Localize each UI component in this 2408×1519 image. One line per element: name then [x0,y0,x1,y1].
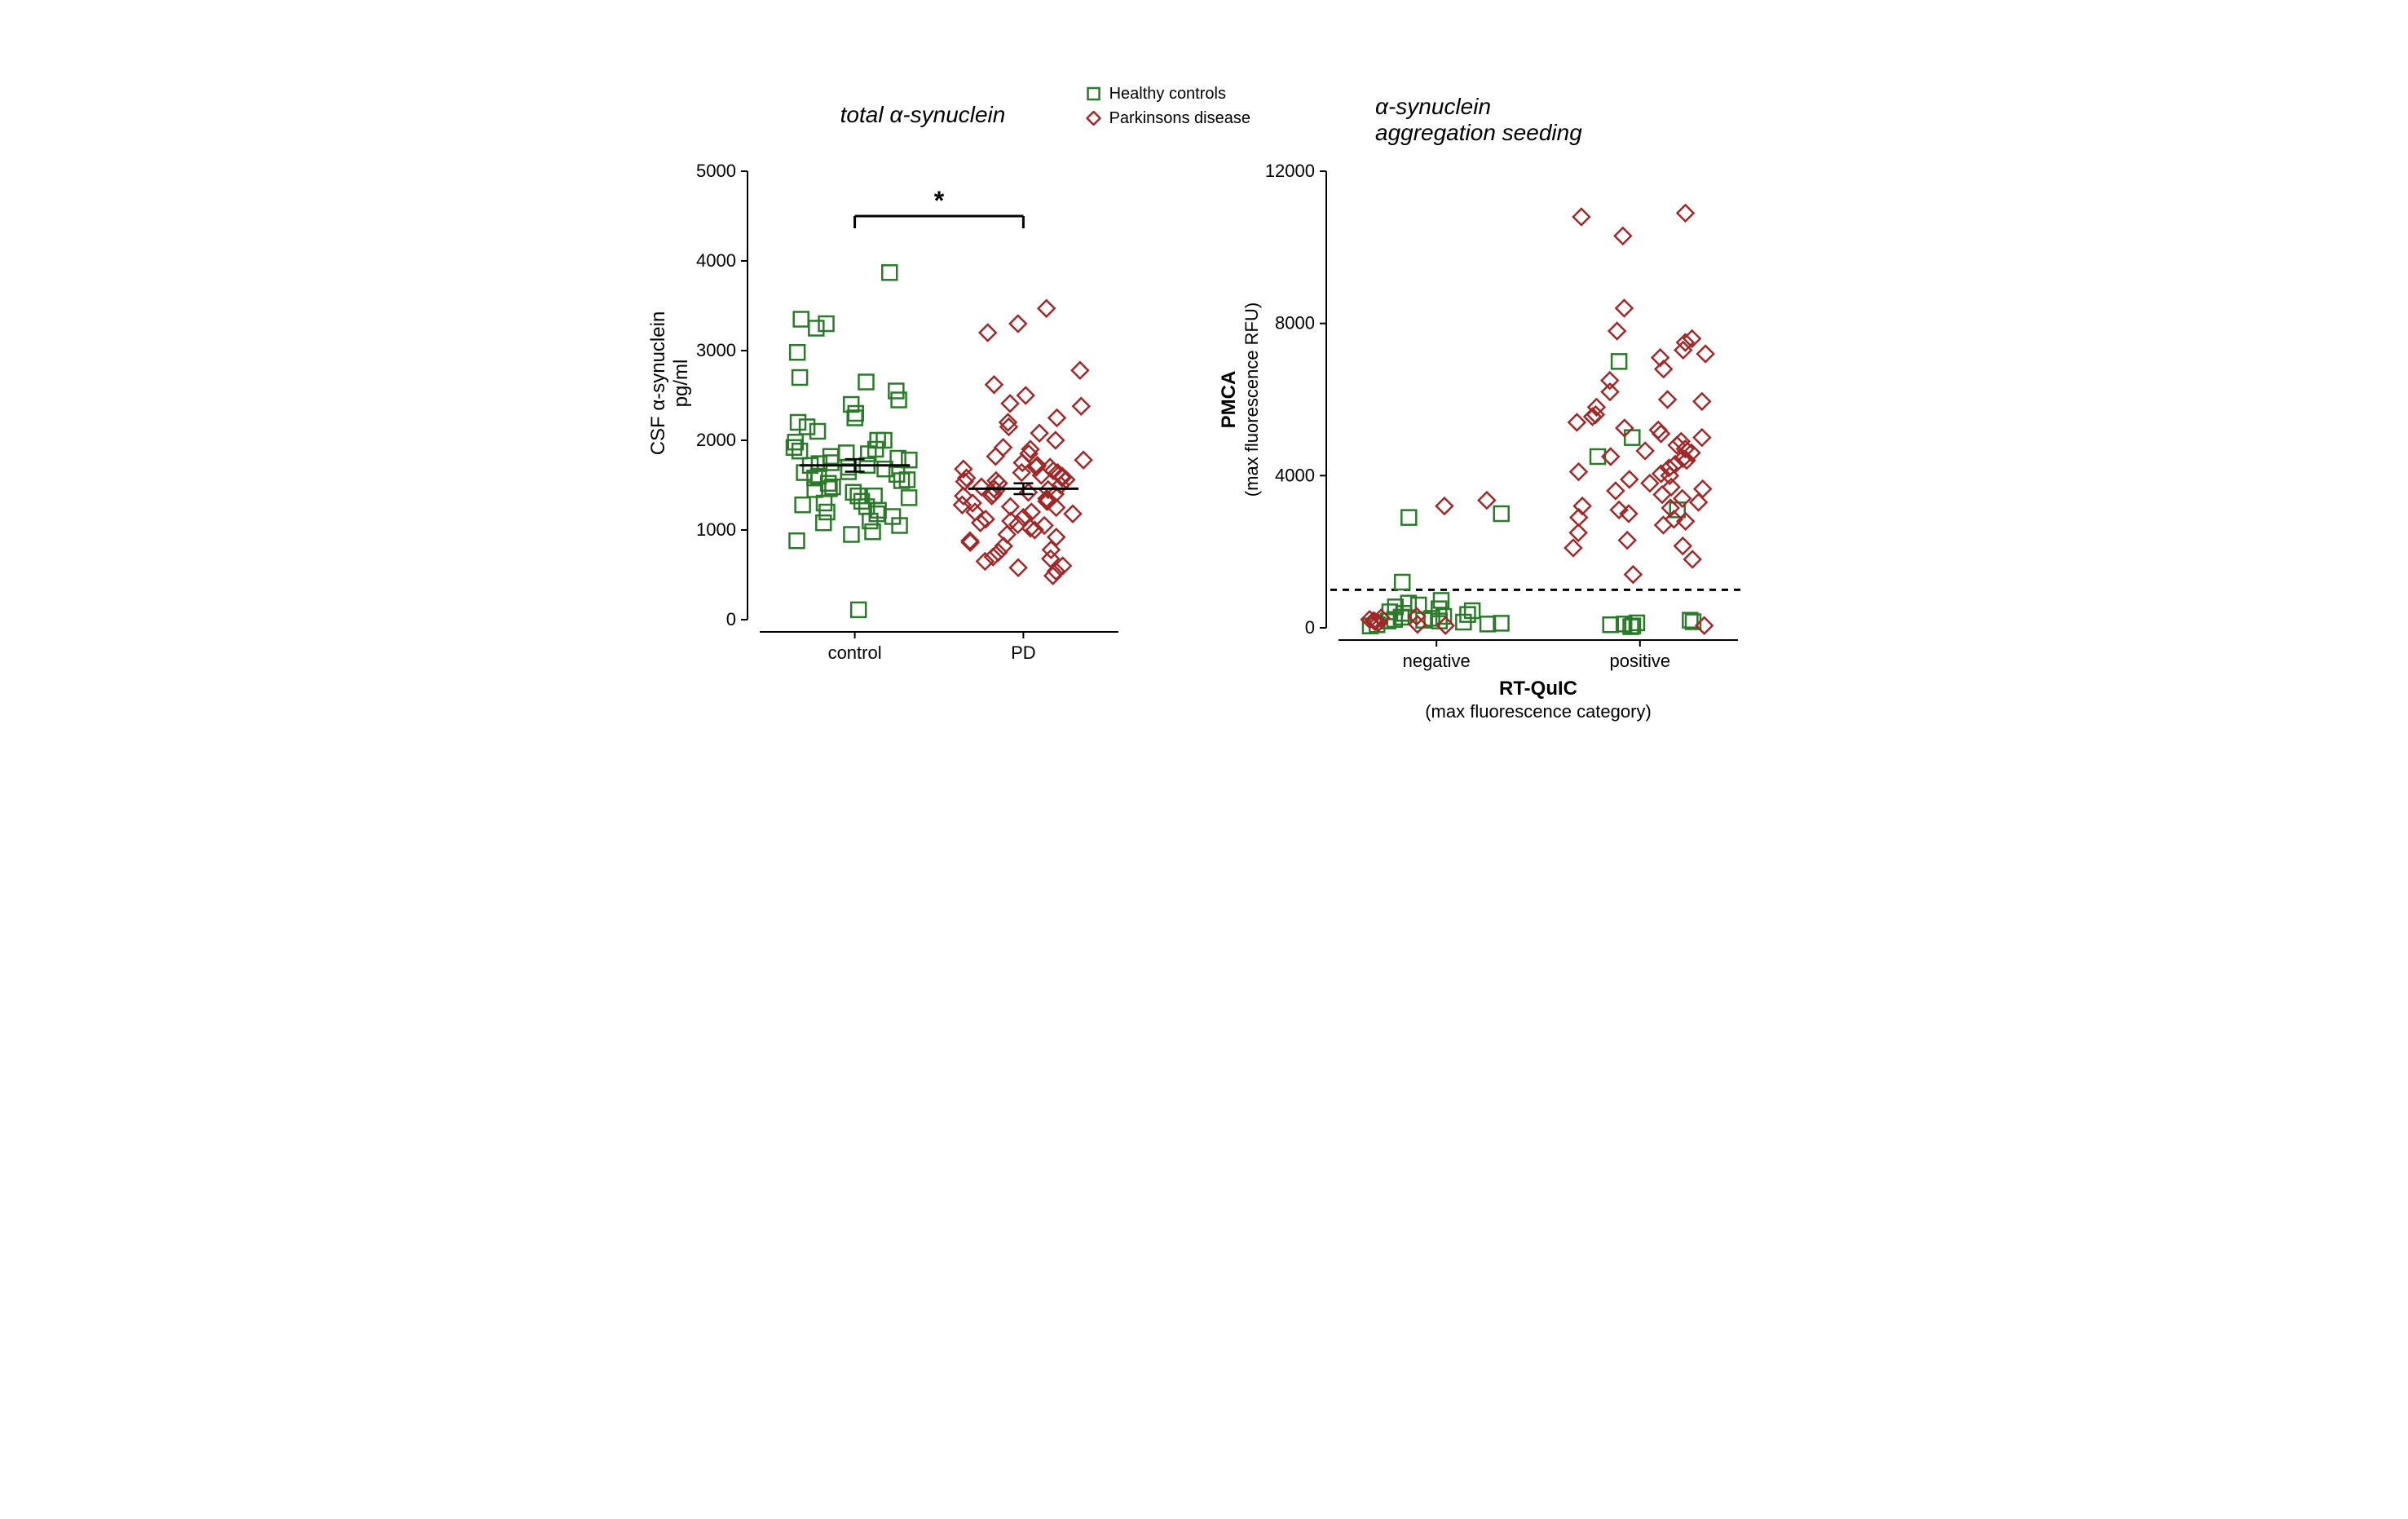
svg-text:*: * [934,186,945,215]
svg-text:0: 0 [1305,617,1315,638]
chart-right: α-synucleinaggregation seeding 0 4000 8000 1… [1212,90,1766,726]
chart-left-svg: total α-synuclein 0 1000 2000 3000 4000 5000 CS… [642,90,1147,677]
svg-text:aggregation seeding: aggregation seeding [1375,120,1582,145]
svg-text:4000: 4000 [696,250,736,271]
svg-text:total α-synuclein: total α-synuclein [840,102,1006,127]
svg-text:α-synuclein: α-synuclein [1375,94,1491,119]
svg-text:0: 0 [726,609,736,629]
svg-text:3000: 3000 [696,340,736,360]
chart-right-svg: α-synucleinaggregation seeding 0 4000 8000 1… [1212,90,1766,726]
svg-text:PMCA: PMCA [1218,371,1240,429]
svg-text:(max fluorescence category): (max fluorescence category) [1425,701,1652,722]
svg-text:4000: 4000 [1275,465,1315,485]
svg-text:negative: negative [1403,651,1471,671]
svg-text:CSF α-synuclein: CSF α-synuclein [647,311,669,456]
svg-text:PD: PD [1011,642,1036,663]
svg-text:12000: 12000 [1265,161,1315,181]
svg-text:control: control [828,642,882,663]
svg-text:1000: 1000 [696,519,736,540]
svg-text:5000: 5000 [696,161,736,181]
svg-text:8000: 8000 [1275,313,1315,333]
svg-text:pg/ml: pg/ml [670,360,692,408]
chart-left: total α-synuclein 0 1000 2000 3000 4000 5000 CS… [642,90,1147,677]
svg-text:positive: positive [1610,651,1671,671]
svg-text:(max fluorescence RFU): (max fluorescence RFU) [1241,302,1262,497]
svg-text:RT-QuIC: RT-QuIC [1499,678,1577,700]
svg-text:2000: 2000 [696,430,736,450]
